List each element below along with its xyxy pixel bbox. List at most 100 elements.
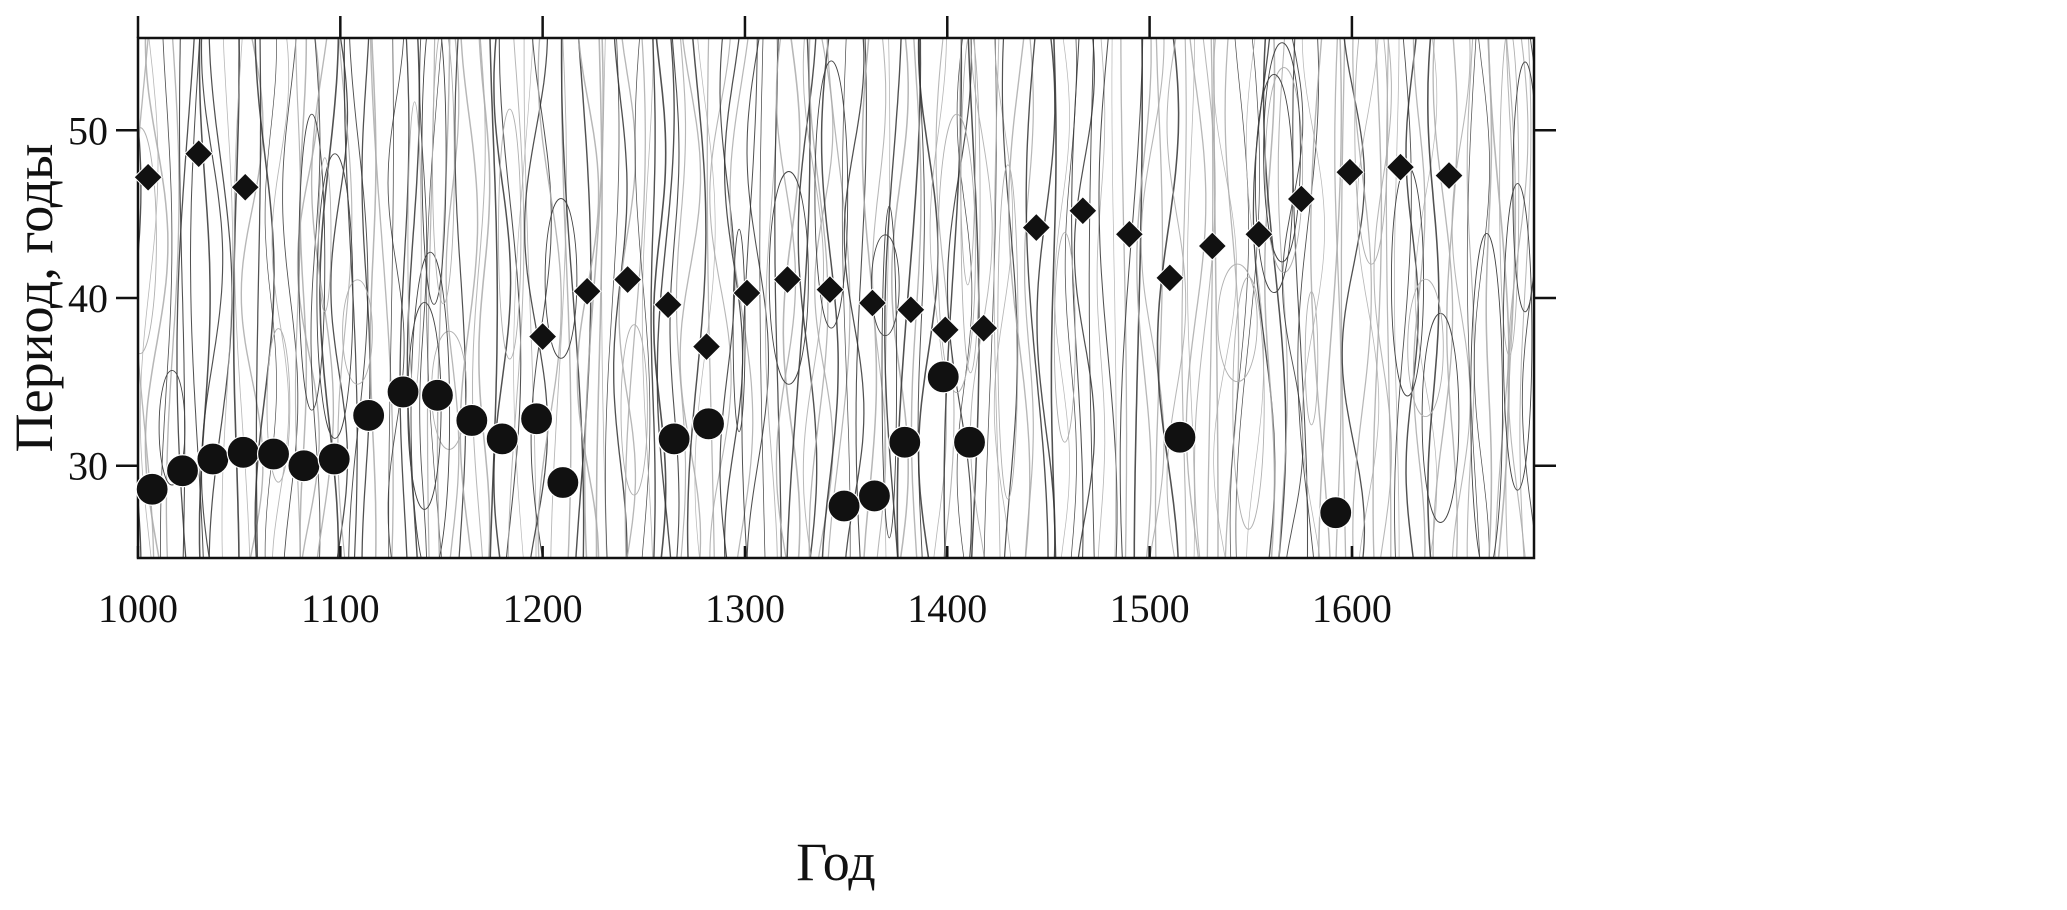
- contour-line: [814, 38, 834, 558]
- contour-line: [160, 38, 173, 558]
- contour-line: [884, 38, 891, 558]
- contour-line: [802, 38, 824, 558]
- contour-line: [1394, 38, 1412, 558]
- contour-line: [746, 38, 770, 558]
- contour-line: [797, 38, 818, 558]
- contour-line: [786, 38, 811, 558]
- circle-marker: [1319, 496, 1353, 530]
- contour-line: [1224, 38, 1240, 558]
- circle-marker: [196, 442, 230, 476]
- contour-line: [1352, 38, 1372, 558]
- contour-loop: [432, 38, 455, 305]
- axis-ticks: [116, 16, 1556, 558]
- circle-marker: [165, 454, 200, 488]
- contour-loop: [407, 101, 422, 393]
- contour-line: [1385, 38, 1392, 558]
- diamond-marker: [1244, 219, 1274, 249]
- circle-marker: [287, 449, 321, 483]
- y-axis-title: Период, годы: [4, 144, 64, 453]
- contour-line: [1098, 38, 1118, 558]
- contour-line: [943, 38, 963, 558]
- contour-loop: [1390, 165, 1425, 397]
- contour-loop: [544, 198, 578, 359]
- contour-line: [1334, 38, 1342, 558]
- contour-line: [478, 38, 491, 558]
- contour-loop: [768, 171, 809, 385]
- contour-line: [1310, 38, 1331, 558]
- contour-line: [1001, 38, 1018, 558]
- circle-marker: [256, 437, 291, 471]
- contour-loop: [1263, 42, 1301, 263]
- contour-line: [1405, 38, 1419, 558]
- contour-loop: [1407, 278, 1444, 418]
- contour-line: [969, 38, 993, 558]
- diamond-marker: [857, 288, 888, 318]
- contour-line: [1120, 38, 1128, 558]
- contour-line: [1505, 38, 1516, 558]
- contour-line: [1519, 38, 1532, 558]
- contour-line: [1412, 38, 1426, 558]
- contour-loop: [997, 164, 1019, 500]
- circle-marker: [226, 435, 260, 469]
- circle-marker: [386, 375, 420, 409]
- circle-marker: [455, 403, 489, 438]
- contour-line: [652, 38, 667, 558]
- contour-loop: [1470, 233, 1503, 558]
- x-tick-label: 1100: [301, 586, 380, 631]
- contour-line: [1292, 38, 1309, 558]
- circle-marker: [691, 407, 726, 441]
- contour-line: [310, 38, 335, 558]
- x-tick-label: 1000: [98, 586, 178, 631]
- circle-marker: [857, 479, 892, 513]
- x-tick-label: 1600: [1312, 586, 1392, 631]
- circle-marker: [352, 398, 386, 433]
- contour-line: [1187, 38, 1195, 558]
- contour-line: [679, 38, 702, 558]
- diamond-marker: [930, 315, 960, 345]
- contour-line: [782, 38, 801, 558]
- contour-loop: [1264, 67, 1304, 273]
- contour-line: [282, 38, 299, 558]
- contour-line: [513, 38, 534, 558]
- contour-line: [946, 38, 972, 558]
- data-markers: [133, 139, 1464, 530]
- contour-line: [1154, 38, 1164, 558]
- contour-line: [1507, 38, 1529, 558]
- contour-line: [1096, 38, 1106, 558]
- diamond-marker: [183, 139, 214, 169]
- circle-marker: [420, 378, 455, 412]
- contour-line: [1140, 38, 1165, 558]
- contour-line: [891, 38, 909, 558]
- contour-line: [1317, 38, 1343, 558]
- contour-line: [1263, 38, 1276, 558]
- diamond-marker: [1021, 212, 1052, 243]
- x-axis-title: Год: [796, 832, 875, 892]
- circle-marker: [926, 360, 960, 394]
- contour-line: [1466, 38, 1481, 558]
- contour-line: [1206, 38, 1214, 558]
- diamond-marker: [612, 264, 643, 295]
- circle-marker: [952, 425, 987, 459]
- diamond-marker: [572, 276, 602, 306]
- contour-line: [254, 38, 275, 558]
- contour-line: [605, 38, 620, 558]
- contour-line: [1213, 38, 1219, 558]
- contour-loop: [138, 127, 157, 355]
- contour-line: [1340, 38, 1347, 558]
- contour-line: [1301, 38, 1325, 558]
- contour-line: [1088, 38, 1095, 558]
- contour-line: [1394, 38, 1400, 558]
- contour-line: [1245, 38, 1265, 558]
- contour-line: [1136, 38, 1152, 558]
- y-tick-label: 30: [68, 444, 108, 489]
- diamond-marker: [896, 295, 926, 325]
- contour-line: [426, 38, 443, 558]
- contour-line: [706, 38, 715, 558]
- contour-line: [759, 38, 766, 558]
- contour-line: [595, 38, 603, 558]
- diamond-marker: [1335, 157, 1365, 187]
- contour-line: [1281, 38, 1304, 558]
- contour-line: [1427, 38, 1440, 558]
- contour-line: [419, 38, 428, 558]
- y-tick-label: 50: [68, 108, 108, 153]
